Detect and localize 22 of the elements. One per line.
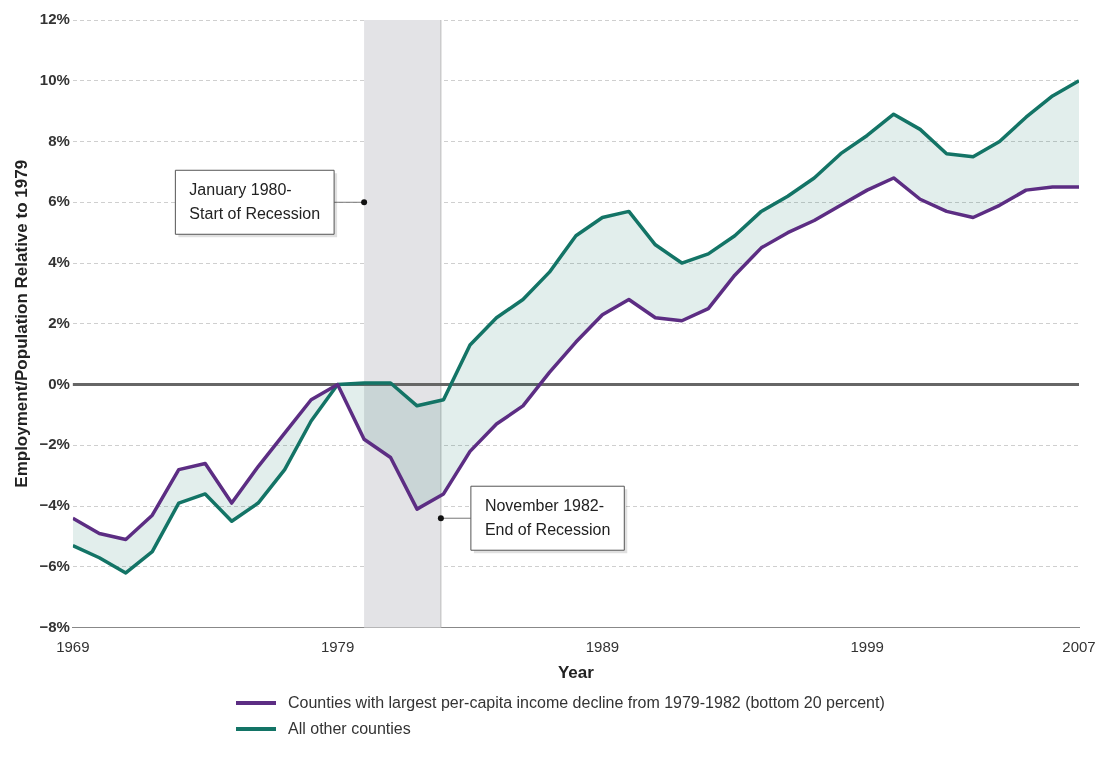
- y-tick-label: 8%: [48, 131, 70, 149]
- x-tick-label: 1969: [56, 637, 90, 655]
- y-tick-label: 10%: [39, 70, 70, 88]
- ref-line-label: November 1982- End of Recession: [484, 496, 611, 538]
- y-tick-label: 0%: [48, 374, 70, 392]
- x-tick-label: 1989: [585, 637, 620, 655]
- y-tick-label: 12%: [39, 10, 70, 28]
- y-tick-label: −2%: [39, 435, 70, 453]
- y-axis-title: Employment/Population Relative to 1979: [11, 159, 31, 488]
- x-tick-label: 1999: [850, 637, 884, 655]
- x-axis-title: Year: [557, 663, 595, 683]
- y-tick-label: −6%: [39, 556, 70, 574]
- legend-label: Counties with largest per-capita income decline from 1979-1982 (bottom 20 percent): [288, 694, 885, 712]
- y-tick-label: 6%: [48, 192, 70, 210]
- x-tick-label: 1979: [320, 637, 355, 655]
- y-tick-label: 2%: [48, 313, 70, 331]
- band-label: January 1980- Start of Recession: [189, 180, 321, 222]
- y-tick-label: −8%: [39, 617, 70, 635]
- x-tick-label: 2007: [1062, 637, 1096, 655]
- y-tick-label: −4%: [39, 496, 70, 514]
- y-tick-label: 4%: [48, 253, 70, 271]
- legend-label: All other counties: [288, 720, 411, 738]
